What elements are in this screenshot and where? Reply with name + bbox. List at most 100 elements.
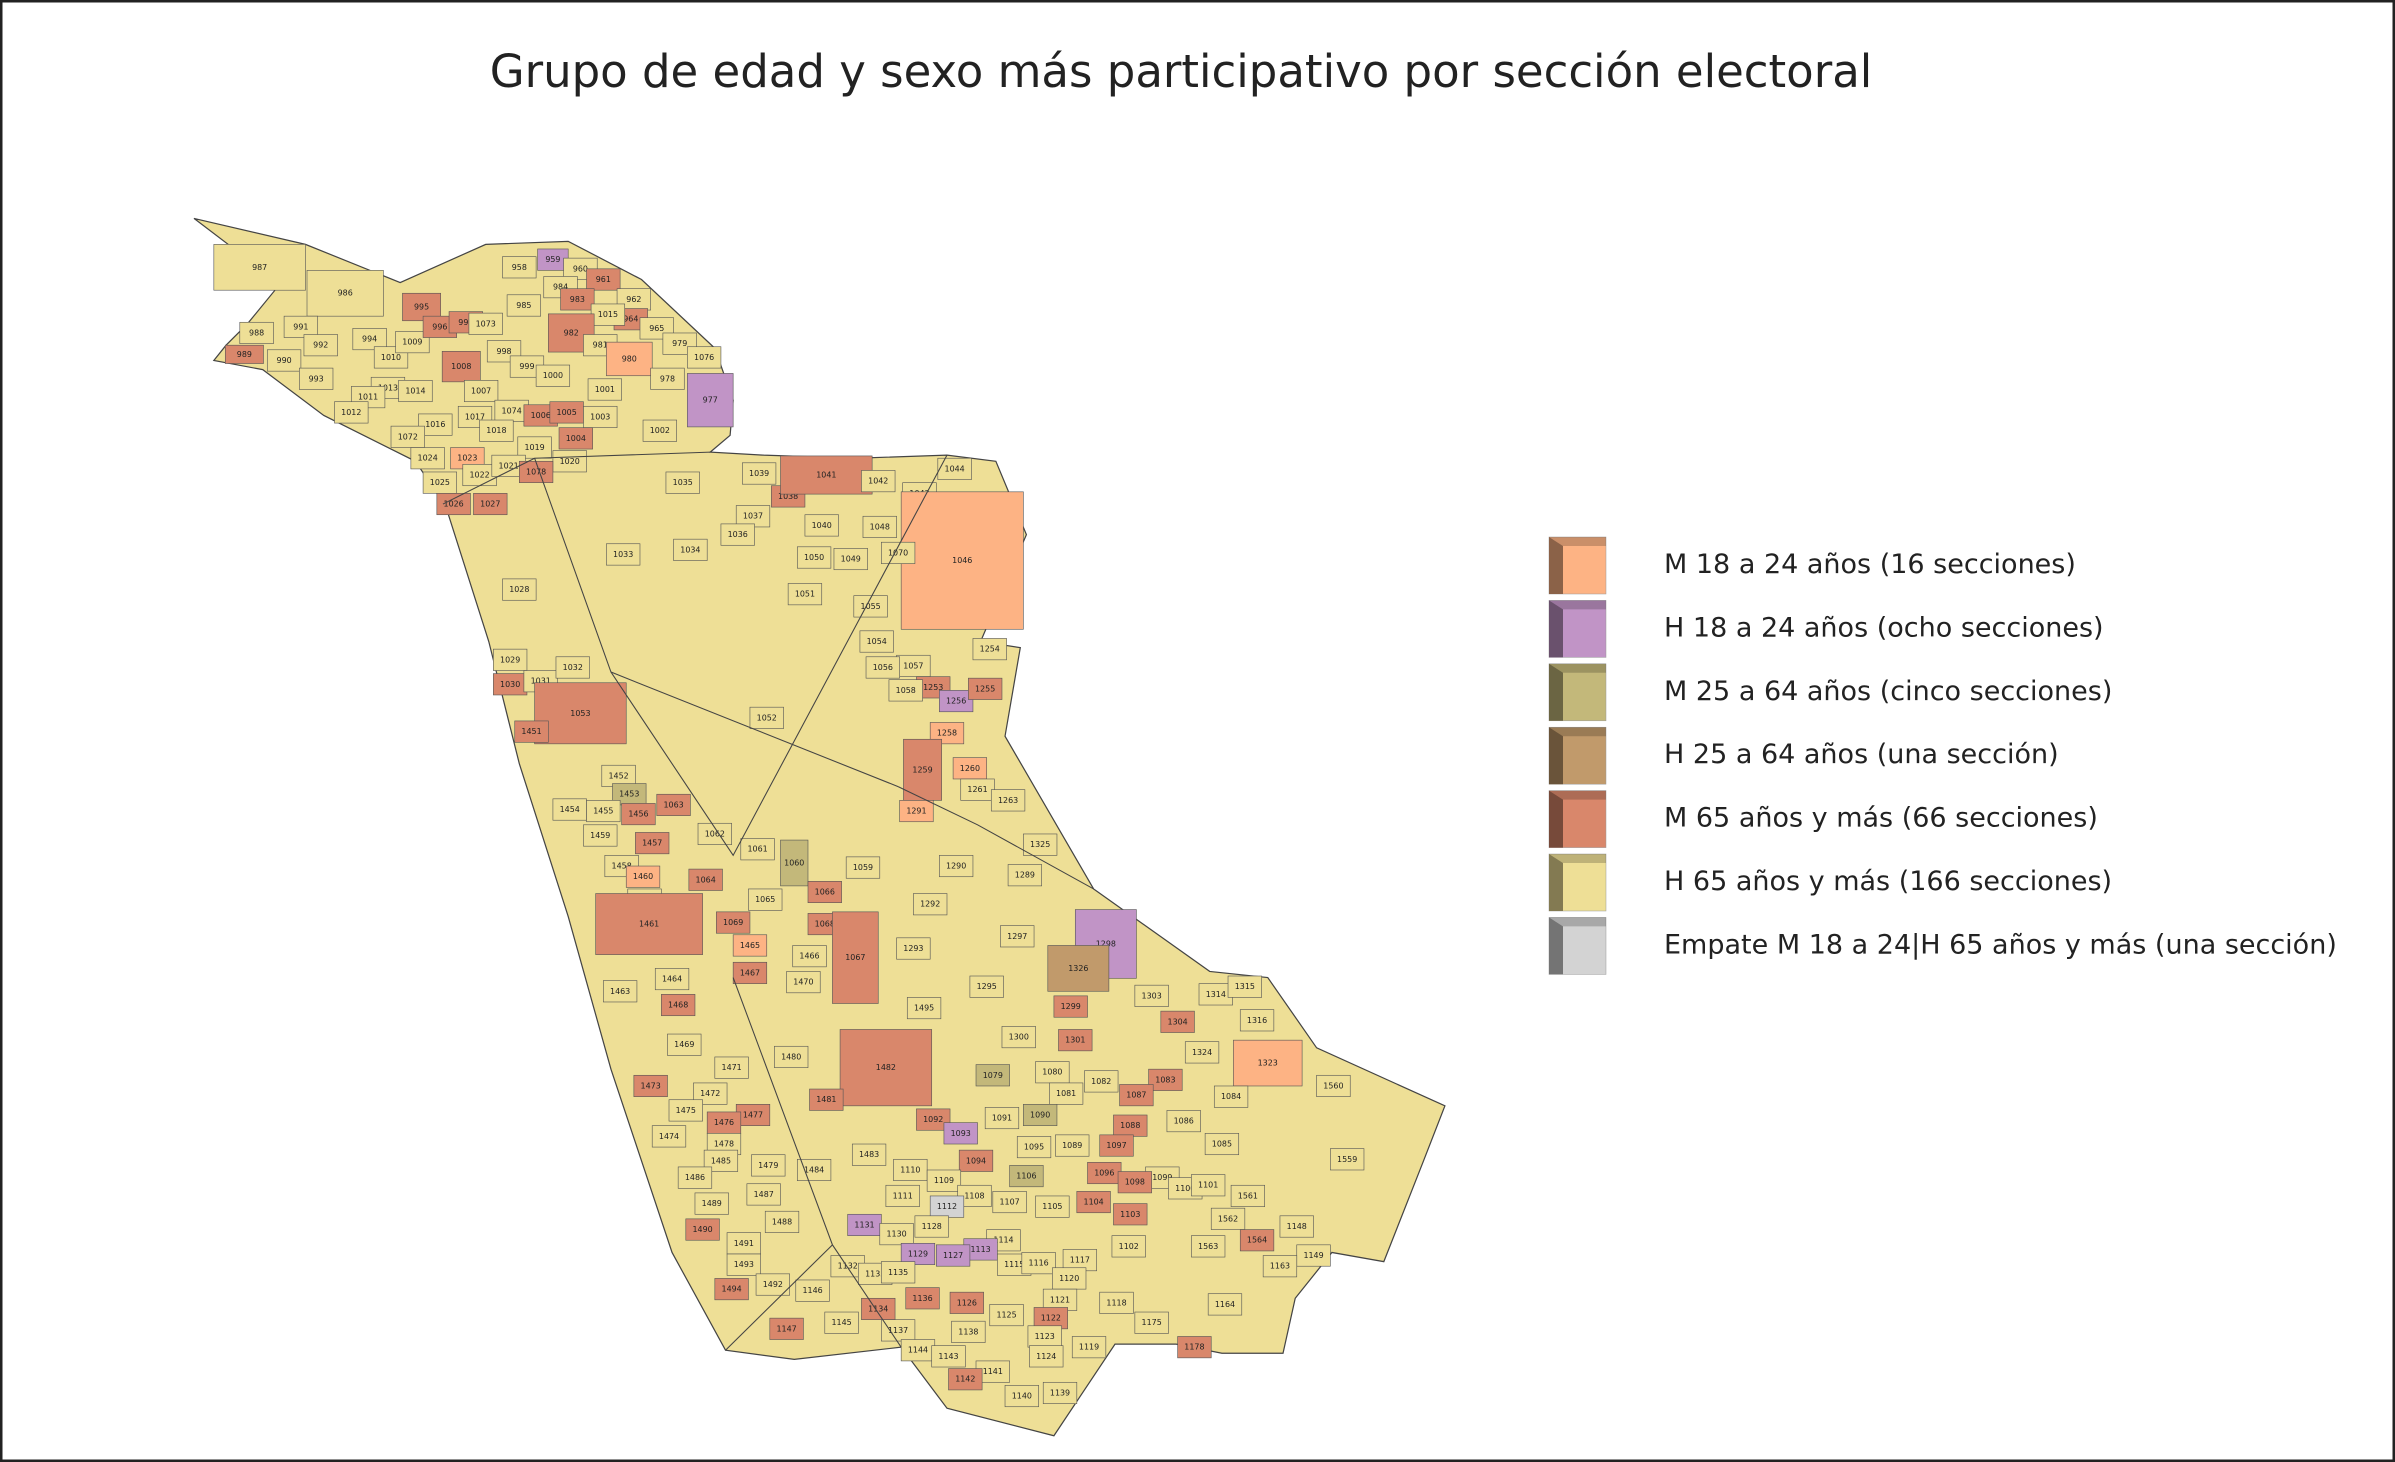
section-label: 1052 [757, 713, 777, 722]
section-label: 1256 [946, 697, 966, 706]
section-label: 1086 [1174, 1117, 1194, 1126]
section-area [560, 288, 595, 311]
section-label: 1062 [705, 829, 725, 838]
section-label: 978 [660, 374, 675, 383]
section-area [418, 413, 453, 436]
section-label: 1304 [1168, 1017, 1188, 1026]
section-area [303, 334, 338, 357]
section-label: 1021 [499, 461, 519, 470]
section-area [534, 682, 627, 745]
section-label: 1105 [1042, 1202, 1062, 1211]
section-label: 988 [249, 328, 264, 337]
section-area [673, 538, 708, 561]
section-area [939, 690, 974, 713]
section-label: 1124 [1036, 1352, 1056, 1361]
section-label: 1143 [938, 1352, 958, 1361]
section-area [881, 541, 916, 564]
section-label: 1126 [957, 1298, 977, 1307]
section-label: 1493 [734, 1260, 754, 1269]
section-area [865, 656, 900, 679]
section-area [213, 244, 306, 291]
section-label: 962 [626, 295, 641, 304]
section-area [990, 789, 1026, 812]
section-area [1023, 1104, 1058, 1126]
section-label: 979 [672, 339, 687, 348]
section-label: 1136 [912, 1294, 932, 1303]
section-label: 1104 [1084, 1198, 1104, 1207]
section-area [1177, 1336, 1212, 1359]
section-label: 1113 [970, 1245, 990, 1254]
section-label: 1135 [888, 1268, 908, 1277]
section-label: 1085 [1212, 1140, 1232, 1149]
section-label: 989 [237, 350, 252, 359]
section-area [862, 515, 897, 538]
section-label: 996 [432, 322, 447, 331]
section-area [807, 881, 842, 903]
section-area [395, 331, 430, 354]
section-area [780, 839, 809, 887]
section-area [1233, 1039, 1303, 1087]
section-label: 1097 [1106, 1141, 1126, 1150]
section-label: 1492 [763, 1280, 783, 1289]
section-label: 1107 [1000, 1198, 1020, 1207]
section-area [642, 419, 677, 442]
section-label: 1495 [914, 1004, 934, 1013]
section-label: 1088 [1120, 1121, 1140, 1130]
section-label: 1461 [639, 920, 659, 929]
section-label: 1041 [816, 471, 836, 480]
section-area [804, 514, 839, 537]
section-label: 1466 [799, 952, 819, 961]
legend-swatch-top [1549, 917, 1606, 927]
section-label: 1465 [740, 941, 760, 950]
section-area [881, 1261, 916, 1284]
section-label: 1114 [993, 1236, 1013, 1245]
section-area [506, 294, 542, 317]
section-label: 1078 [526, 467, 546, 476]
section-label: 1261 [967, 785, 987, 794]
section-label: 1292 [920, 900, 940, 909]
section-area [685, 1218, 720, 1241]
section-label: 1137 [888, 1326, 908, 1335]
section-area [1001, 1026, 1036, 1049]
section-label: 997 [458, 318, 473, 327]
section-area [656, 793, 691, 816]
section-area [473, 493, 508, 516]
section-area [1055, 1134, 1090, 1157]
section-area [796, 546, 832, 569]
section-label: 1163 [1270, 1262, 1290, 1271]
section-area [1049, 1082, 1084, 1105]
section-label: 1483 [859, 1150, 879, 1159]
section-area [931, 1345, 966, 1368]
section-label: 994 [362, 335, 377, 344]
section-label: 1081 [1056, 1089, 1076, 1098]
section-label: 1091 [992, 1114, 1012, 1123]
section-area [1023, 833, 1058, 856]
section-area [1099, 1291, 1134, 1314]
section-area [1210, 1207, 1246, 1230]
section-label: 1326 [1068, 964, 1088, 973]
section-label: 1003 [590, 412, 610, 421]
section-area [583, 824, 618, 847]
legend-swatch-side [1549, 917, 1563, 975]
legend-swatch-shade [1549, 600, 1563, 658]
section-label: 1298 [1096, 939, 1116, 948]
section-label: 1289 [1015, 871, 1035, 880]
section-label: 1017 [465, 412, 485, 421]
road [725, 1244, 833, 1351]
section-area [479, 419, 514, 442]
section-area [861, 1297, 896, 1320]
section-area [535, 364, 571, 387]
section-label: 1116 [1029, 1259, 1049, 1268]
section-area [740, 838, 775, 861]
section-area [1239, 1229, 1275, 1252]
section-label: 1082 [1091, 1077, 1111, 1086]
section-label: 1147 [777, 1324, 797, 1333]
section-label: 1323 [1258, 1059, 1278, 1068]
section-area [896, 937, 931, 960]
section-area [755, 1273, 790, 1296]
roads [442, 451, 1094, 1351]
section-label: 1093 [951, 1129, 971, 1138]
section-area [1071, 1336, 1107, 1359]
section-area [935, 1244, 971, 1267]
